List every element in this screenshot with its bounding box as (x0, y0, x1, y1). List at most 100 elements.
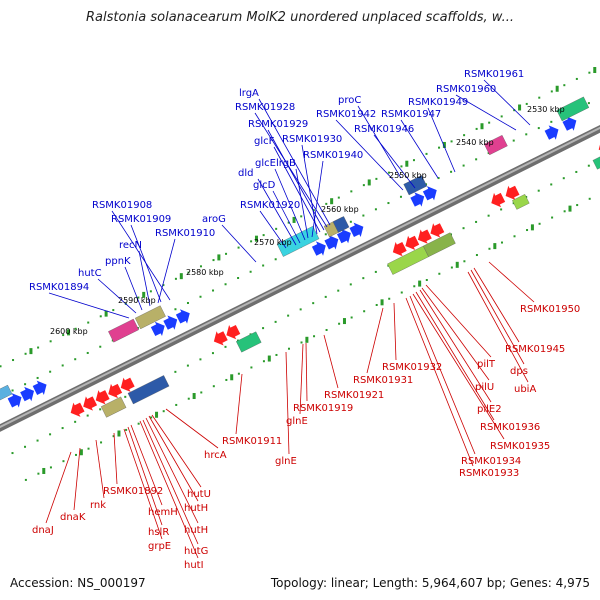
minus-label-leader (139, 420, 199, 559)
track-tick (342, 318, 346, 325)
plus-gene-label: RSMK01947 (381, 109, 441, 120)
minus-gene-label: hutG (184, 546, 208, 557)
gene-block (236, 331, 262, 353)
minus-gene-label: rnk (90, 500, 106, 511)
track-dot (74, 327, 77, 330)
minus-gene-arrow (491, 192, 506, 208)
track-dot (174, 370, 177, 373)
gene-block-body (592, 151, 600, 170)
gene-block (403, 175, 428, 196)
track-dot (249, 270, 252, 273)
position-label: 2530 kbp (527, 105, 565, 114)
minus-gene-label: RSMK01911 (222, 436, 282, 447)
track-dot (350, 190, 353, 193)
plus-label-leader (111, 210, 171, 301)
minus-label-leader (130, 424, 163, 506)
minus-gene-arrow (505, 185, 520, 201)
track-dot (212, 259, 215, 262)
track-tick (442, 141, 446, 148)
gene-arrow-shape (598, 139, 600, 154)
plus-label-leader (427, 107, 456, 173)
track-dot (463, 260, 466, 263)
track-dot (324, 233, 327, 236)
track-dot (61, 364, 64, 367)
minus-label-leader (467, 271, 529, 383)
track-dot (337, 196, 340, 199)
minus-gene-label: dnaJ (32, 525, 54, 536)
gene-block-body (276, 226, 320, 257)
gene-labels: 2530 kbp 2540 kbp 2550 kbp 2560 kbp 2570 kbp… (29, 69, 580, 571)
track-tick (155, 411, 159, 418)
track-dot (538, 222, 541, 225)
plus-gene-label: hutC (78, 268, 102, 279)
track-dot (137, 296, 140, 299)
track-dot (425, 152, 428, 155)
track-dot (224, 345, 227, 348)
plus-label-leader (455, 94, 517, 131)
plus-gene-arrow (150, 321, 165, 337)
accession-text: Accession: NS_000197 (10, 576, 146, 590)
minus-gene-label: RSMK01921 (324, 390, 384, 401)
track-dot (99, 315, 102, 318)
plus-label-leader (311, 160, 324, 238)
track-dot (237, 372, 240, 375)
plus-label-leader (273, 146, 321, 233)
track-dot (211, 352, 214, 355)
minus-gene-label: hslR (148, 527, 169, 538)
chromosome-backbone (0, 124, 600, 432)
track-dot (413, 285, 416, 288)
minus-gene-label: hutH (184, 525, 208, 536)
track-dot (137, 422, 140, 425)
track-dot (462, 227, 465, 230)
minus-label-leader (425, 284, 492, 358)
track-dot (425, 279, 428, 282)
gene-block-body (423, 232, 456, 257)
plus-gene-label: lrgA (239, 88, 259, 99)
minus-label-leader (151, 414, 202, 488)
track-dot (313, 335, 316, 338)
gene-arrow-shape (417, 229, 432, 244)
gene-block (276, 226, 320, 257)
plus-gene-arrow (32, 380, 47, 395)
gene-arrow-shape (120, 377, 135, 392)
track-dot (287, 314, 290, 317)
backbone-highlight (0, 126, 600, 429)
track-dot (262, 327, 265, 330)
minus-gene-label: RSMK01936 (480, 422, 540, 433)
minus-gene-label: RSMK01892 (103, 486, 163, 497)
minus-label-leader (127, 426, 163, 526)
track-tick (593, 67, 597, 74)
track-tick (104, 310, 108, 317)
plus-label-leader (48, 292, 130, 319)
plus-gene-label: glcD (253, 180, 276, 191)
track-dot (438, 272, 441, 275)
track-dot (587, 164, 590, 167)
plus-gene-label: RSMK01930 (282, 134, 342, 145)
gene-arrow-shape (410, 192, 425, 207)
track-dot (250, 366, 253, 369)
plus-gene-label: RSMK01942 (316, 109, 376, 120)
track-dot (475, 220, 478, 223)
minus-label-leader (165, 408, 219, 449)
gene-arrow-shape (150, 321, 165, 337)
track-dot (475, 254, 478, 257)
minus-gene-label: hutI (184, 560, 204, 571)
plus-gene-label: RSMK01946 (354, 124, 414, 135)
track-dot (513, 235, 516, 238)
track-dot (61, 427, 64, 430)
gene-block (108, 318, 139, 343)
track-tick (568, 205, 572, 212)
track-dot (349, 220, 352, 223)
minus-label-leader (470, 269, 525, 365)
track-dot (199, 295, 202, 298)
track-dot (199, 358, 202, 361)
track-dot (187, 271, 190, 274)
minus-label-leader (393, 302, 397, 361)
track-dot (12, 359, 15, 362)
track-dot (87, 447, 90, 450)
track-dot (212, 289, 215, 292)
minus-label-leader (488, 261, 535, 303)
gene-block (556, 96, 590, 122)
track-dot (275, 227, 278, 230)
